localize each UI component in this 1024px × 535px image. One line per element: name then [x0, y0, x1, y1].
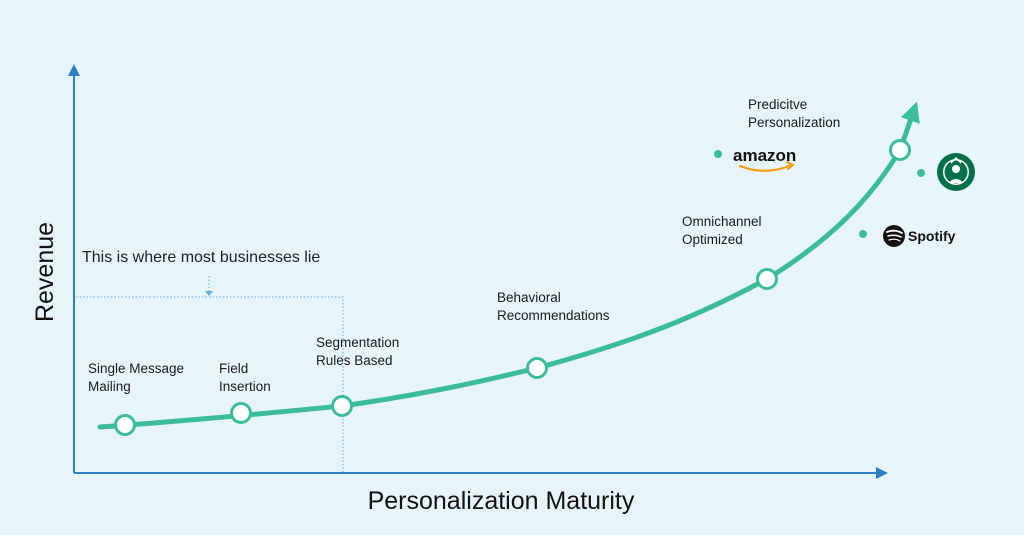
callout-pointer-head — [205, 291, 213, 296]
stage-label-predictive: Predicitve Personalization — [748, 97, 840, 130]
stage-label-segmentation: Segmentation Rules Based — [316, 335, 403, 368]
y-axis-title: Revenue — [31, 222, 59, 322]
svg-text:Spotify: Spotify — [908, 228, 956, 244]
stage-marker-segmentation — [331, 395, 353, 417]
stage-label-behavioral: Behavioral Recommendations — [497, 290, 610, 323]
starbucks-dot — [917, 169, 925, 177]
stage-marker-predictive — [889, 139, 911, 161]
stage-label-field-insertion: Field Insertion — [219, 361, 271, 394]
stage-marker-omnichannel — [756, 268, 778, 290]
stage-marker-single-message — [114, 414, 136, 436]
amazon-dot — [714, 150, 722, 158]
businesses-guide-box — [76, 296, 344, 472]
spotify-dot — [859, 230, 867, 238]
stage-label-single-message: Single Message Mailing — [88, 361, 188, 394]
callout-text: This is where most businesses lie — [82, 249, 320, 266]
x-axis-title: Personalization Maturity — [368, 487, 635, 515]
starbucks-logo-icon — [937, 153, 975, 191]
amazon-logo-icon: amazon — [733, 146, 796, 172]
stage-marker-behavioral — [526, 357, 548, 379]
stage-label-omnichannel: Omnichannel Optimized — [682, 214, 765, 247]
spotify-logo-icon: Spotify — [883, 225, 956, 247]
stage-marker-field-insertion — [230, 402, 252, 424]
stage-markers — [114, 139, 911, 436]
svg-text:amazon: amazon — [733, 146, 796, 165]
